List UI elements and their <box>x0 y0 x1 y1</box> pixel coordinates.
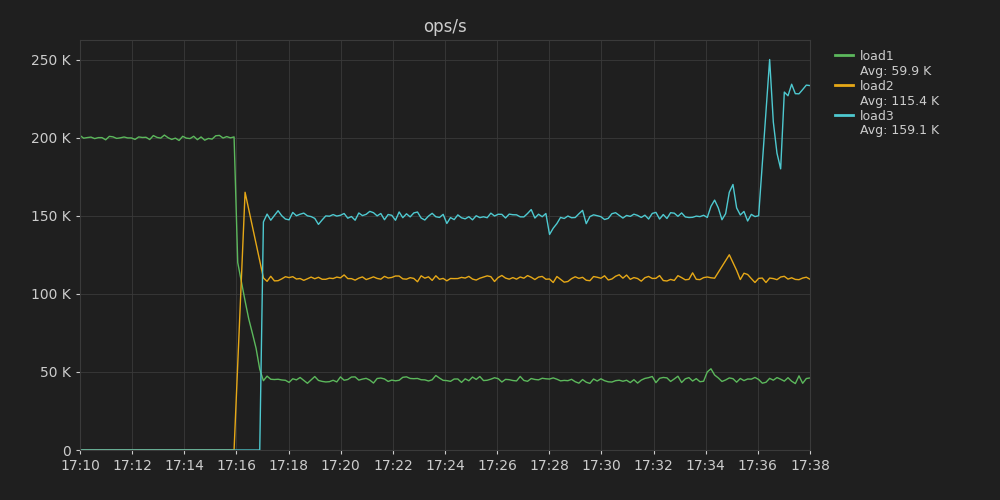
Legend: load1, Avg: 59.9 K, load2, Avg: 115.4 K, load3, Avg: 159.1 K: load1, Avg: 59.9 K, load2, Avg: 115.4 K,… <box>831 46 942 141</box>
Title: ops/s: ops/s <box>423 18 467 36</box>
